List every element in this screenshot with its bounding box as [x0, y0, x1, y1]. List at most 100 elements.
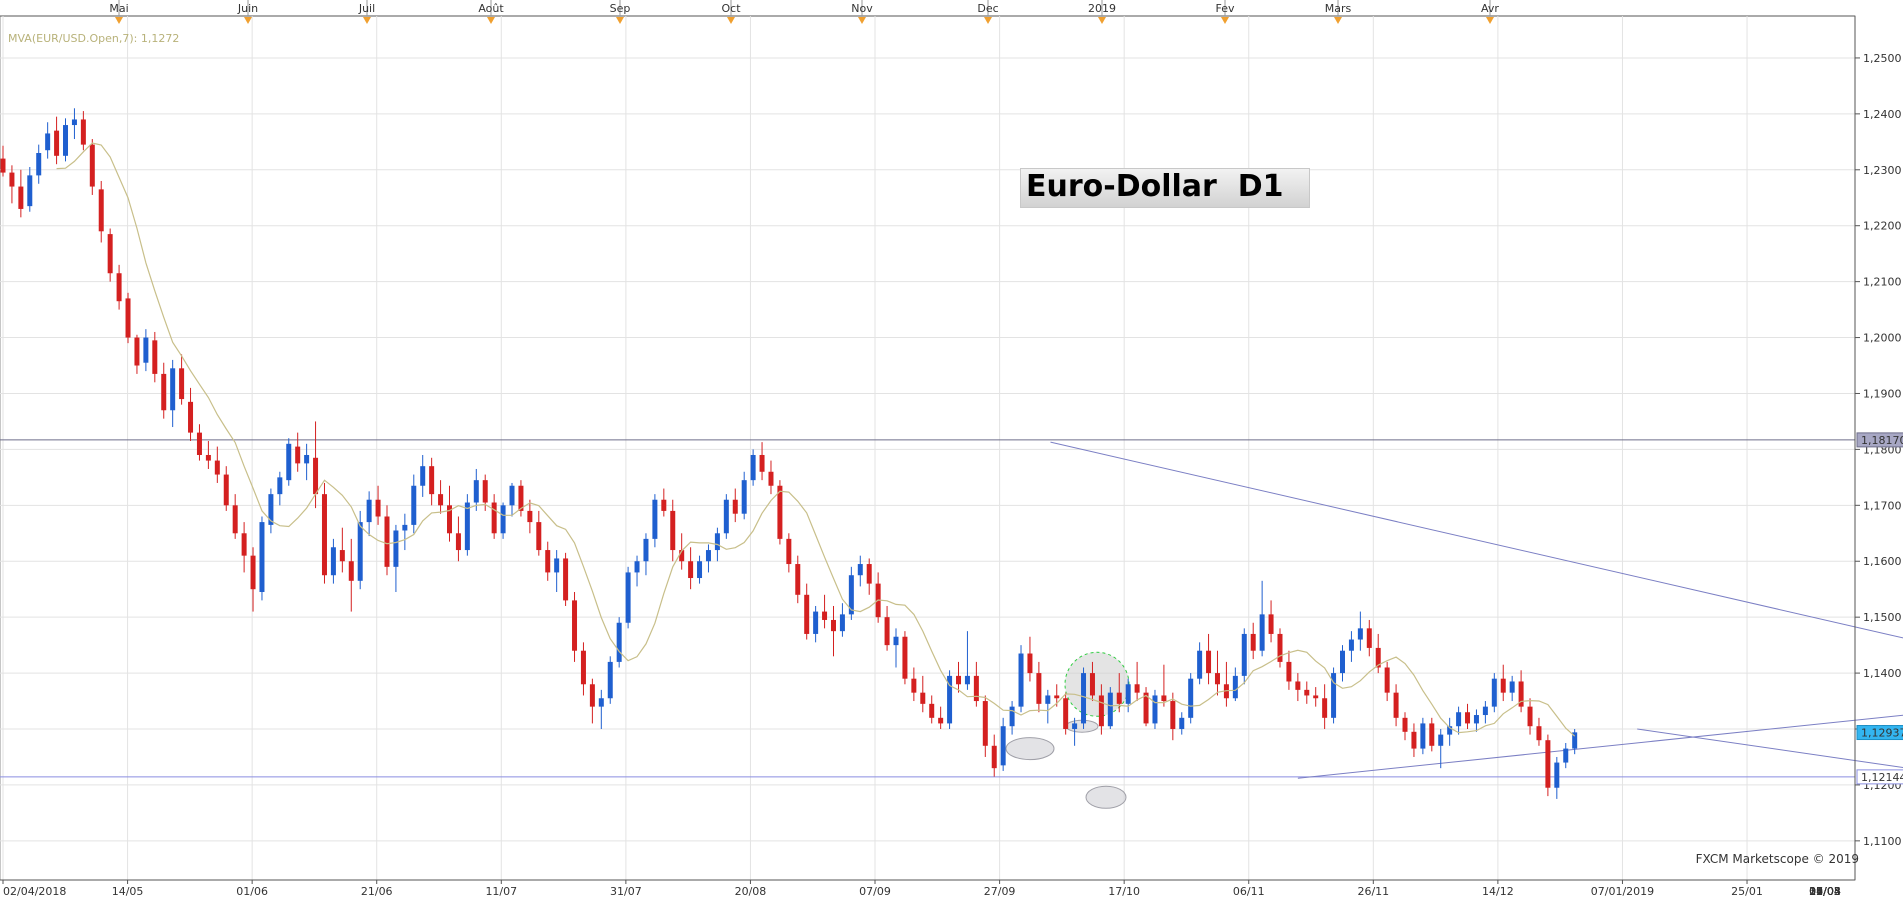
candle-body	[625, 572, 631, 623]
candle-body	[1232, 675, 1238, 699]
candle-body	[1197, 650, 1203, 679]
candle-body	[63, 125, 69, 156]
month-marker-triangle	[984, 17, 992, 24]
candle-body	[1456, 712, 1462, 727]
candle-body	[80, 119, 86, 145]
month-marker-triangle	[1098, 17, 1106, 24]
x-tick-label: 03/05	[1809, 885, 1841, 898]
candle-body	[786, 538, 792, 565]
candle-body	[321, 494, 327, 576]
candle-body	[143, 337, 149, 363]
trendline	[1297, 714, 1903, 779]
x-tick-label: 07/09	[859, 885, 891, 898]
candle-body	[929, 703, 935, 718]
candle-body	[822, 611, 828, 620]
x-tick-label: 22/03	[1809, 885, 1841, 898]
indicator-label: MVA(EUR/USD.Open,7): 1,1272	[8, 32, 180, 45]
candle-body	[1000, 726, 1006, 766]
candle-body	[714, 533, 720, 551]
candle-body	[804, 594, 810, 634]
candle-body	[1500, 678, 1506, 693]
candle-body	[768, 471, 774, 486]
candle-body	[589, 684, 595, 707]
candle-body	[464, 502, 470, 551]
candle-body	[777, 485, 783, 539]
candle-body	[732, 499, 738, 514]
y-tick-label: 1,1600	[1863, 555, 1902, 568]
axis-layer: 1,2500 1,2400 1,2300 1,2200 1,2100 1,2000 1,19…	[0, 16, 1902, 898]
x-tick-label: 19/04	[1809, 885, 1841, 898]
x-tick-label: 14/12	[1482, 885, 1514, 898]
candle-body	[545, 550, 551, 573]
candle-body	[991, 745, 997, 769]
candle-body	[697, 561, 703, 579]
candle-body	[1009, 706, 1015, 727]
candle-body	[1420, 723, 1426, 749]
x-tick-label: 02/04/2018	[3, 885, 66, 898]
candle-body	[1054, 695, 1060, 699]
candle-body	[634, 561, 640, 573]
candle-body	[866, 564, 872, 584]
candle-body	[36, 153, 42, 176]
month-label: Août	[478, 2, 504, 15]
candle-body	[1572, 732, 1578, 749]
candle-body	[27, 175, 33, 207]
title-box	[1020, 168, 1310, 208]
candle-body	[616, 622, 622, 662]
candle-body	[295, 446, 301, 464]
candle-body	[1366, 628, 1372, 648]
candle-body	[54, 130, 60, 156]
candle-body	[1107, 692, 1113, 727]
candle-body	[973, 675, 979, 702]
candle-body	[1304, 689, 1310, 696]
candle-body	[429, 466, 435, 495]
candle-body	[205, 454, 211, 461]
candle-body	[1491, 678, 1497, 707]
y-tick-label: 1,1100	[1863, 835, 1902, 848]
candle-body	[277, 477, 283, 495]
candle-body	[438, 494, 444, 506]
candle-body	[161, 373, 167, 411]
candle-body	[1536, 726, 1542, 741]
candle-body	[1179, 717, 1185, 730]
candle-body	[723, 499, 729, 534]
candle-body	[652, 499, 658, 539]
x-tick-label: 21/06	[361, 885, 393, 898]
x-tick-label: 05/04	[1809, 885, 1841, 898]
candle-body	[1018, 653, 1024, 707]
candle-body	[500, 505, 506, 534]
month-label: Nov	[851, 2, 873, 15]
candle-body	[420, 466, 426, 486]
candle-body	[705, 550, 711, 562]
candle-body	[1045, 695, 1051, 704]
candle-body	[1313, 695, 1319, 699]
y-tick-label: 1,1400	[1863, 667, 1902, 680]
candle-body	[98, 189, 104, 232]
candle-body	[357, 522, 363, 581]
candle-body	[830, 619, 836, 632]
candle-body	[563, 558, 569, 601]
candle-body	[857, 564, 863, 576]
candle-body	[1241, 633, 1247, 676]
candle-body	[1170, 701, 1176, 730]
candle-body	[313, 457, 319, 495]
month-marker-triangle	[1221, 17, 1229, 24]
candle-body	[223, 474, 229, 506]
candle-body	[1322, 698, 1328, 718]
y-tick-label: 1,1900	[1863, 387, 1902, 400]
candle-body	[1429, 723, 1435, 746]
candle-body	[607, 661, 613, 699]
candle-body	[813, 611, 819, 634]
candle-body	[134, 337, 140, 366]
candle-body	[9, 172, 15, 187]
y-tick-label: 1,2100	[1863, 276, 1902, 289]
candle-body	[1259, 614, 1265, 651]
candle-body	[1384, 667, 1390, 693]
candle-body	[554, 558, 560, 573]
candle-body	[455, 533, 461, 551]
candle-body	[348, 561, 354, 581]
x-tick-label: 06/03	[1809, 885, 1841, 898]
candle-body	[1545, 740, 1551, 788]
x-tick-label: 20/08	[735, 885, 767, 898]
